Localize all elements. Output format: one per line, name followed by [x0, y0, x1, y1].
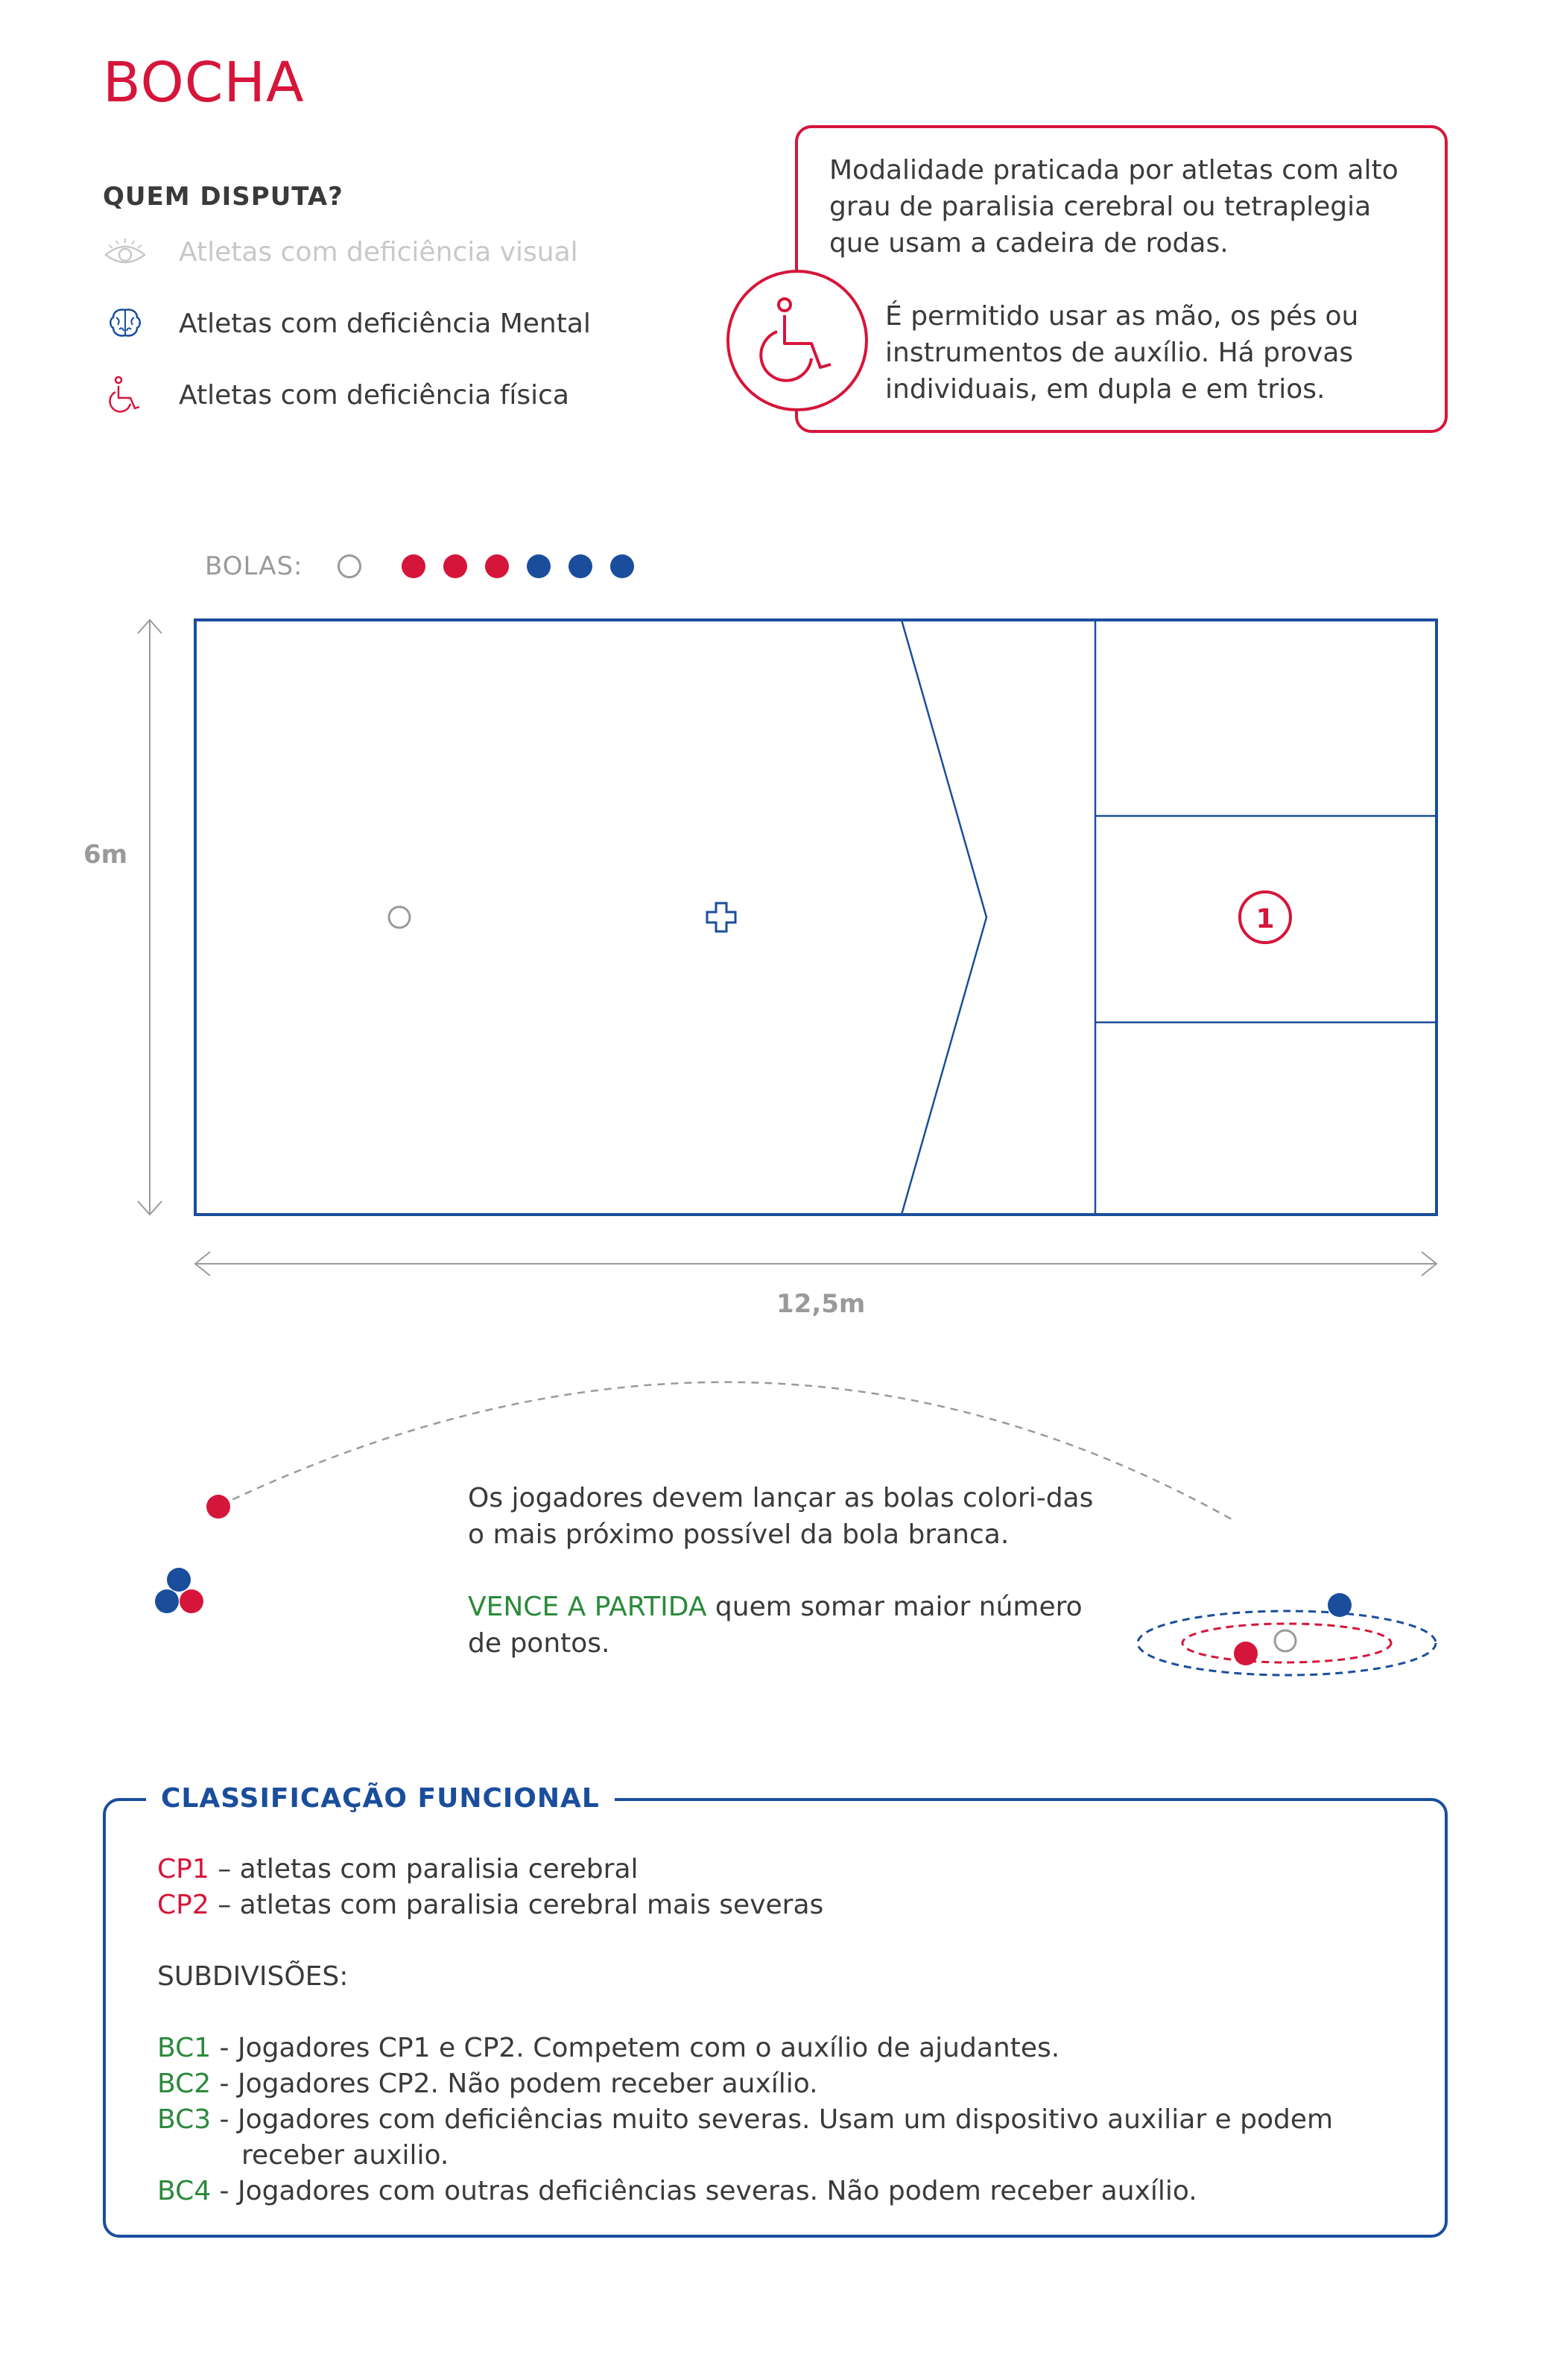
class-text: – atletas com paralisia cerebral [209, 1854, 639, 1884]
balls-label: BOLAS: [205, 551, 303, 581]
width-dimension [194, 1251, 1438, 1276]
who-heading: QUEM DISPUTA? [103, 182, 343, 212]
classification-box [103, 1798, 1448, 2238]
wheelchair-icon [759, 297, 832, 382]
wheelchair-icon [103, 373, 148, 417]
game-description: Os jogadores devem lançar as bolas color… [468, 1480, 1109, 1697]
game-rule: Os jogadores devem lançar as bolas color… [468, 1483, 1094, 1550]
subdivision-item: BC4 - Jogadores com outras deficiências … [157, 2174, 1424, 2209]
subdivision-text: - Jogadores com deficiências muito sever… [211, 2104, 1334, 2135]
v-line [900, 619, 988, 1215]
box-number-circle [1238, 890, 1292, 944]
red-ball [443, 554, 467, 578]
subdivision-text: - Jogadores com outras deficiências seve… [211, 2176, 1197, 2206]
width-label: 12,5m [776, 1289, 866, 1319]
subdivision-code: BC4 [157, 2176, 212, 2206]
white-ball [338, 554, 361, 578]
who-item-label: Atletas com deficiência física [179, 379, 569, 411]
red-ball [485, 554, 509, 578]
blue-ball [527, 554, 551, 578]
blue-ball [1328, 1593, 1352, 1617]
who-item-mental: Atletas com deficiência Mental [103, 301, 591, 346]
subdivision-code: BC2 [157, 2069, 212, 2099]
info-paragraph-1: Modalidade praticada por atletas com alt… [829, 155, 1399, 259]
win-rest: quem somar maior número de pontos. [468, 1592, 1083, 1659]
class-item: CP1 – atletas com paralisia cerebral [157, 1852, 1424, 1887]
subdivision-item: BC1 - Jogadores CP1 e CP2. Competem com … [157, 2031, 1424, 2066]
red-ball [1234, 1642, 1258, 1665]
balls-row [338, 554, 634, 578]
blue-ball [167, 1568, 191, 1592]
subdivision-text: - Jogadores CP2. Não podem receber auxíl… [211, 2069, 818, 2099]
game-illustration [155, 1381, 1437, 1677]
subdivision-continuation: receber auxilio. [241, 2140, 449, 2171]
subdivision-code: BC1 [157, 2033, 212, 2063]
classification-body: CP1 – atletas com paralisia cerebral CP2… [157, 1852, 1424, 2209]
white-ball [1273, 1629, 1297, 1653]
white-ball-mark [387, 905, 411, 929]
class-text: – atletas com paralisia cerebral mais se… [209, 1890, 824, 1920]
throw-trajectory [220, 1381, 1234, 1522]
who-item-label: Atletas com deficiência Mental [179, 308, 591, 339]
blue-ball [155, 1589, 179, 1613]
wheelchair-badge [726, 270, 868, 411]
info-paragraph-2: É permitido usar as mão, os pés ou instr… [885, 301, 1359, 405]
cross-mark [706, 902, 737, 933]
box-number: 1 [1255, 904, 1274, 934]
subdivision-item: BC3 - Jogadores com deficiências muito s… [157, 2102, 1424, 2138]
blue-ball [568, 554, 592, 578]
subdivision-code: BC3 [157, 2104, 212, 2135]
who-item-physical: Atletas com deficiência física [103, 373, 569, 417]
page-title: BOCHA [103, 51, 305, 115]
red-ball [180, 1589, 203, 1613]
classification-title: CLASSIFICAÇÃO FUNCIONAL [146, 1783, 615, 1814]
class-code: CP1 [157, 1854, 209, 1884]
win-highlight: VENCE A PARTIDA [468, 1592, 707, 1622]
brain-icon [103, 301, 148, 346]
red-ball [402, 554, 425, 578]
class-code: CP2 [157, 1890, 209, 1920]
court-outline [194, 618, 1438, 1216]
outer-distance-ring [1136, 1610, 1437, 1677]
court-diagram: 1 [137, 618, 1438, 1276]
subdivisions-label: SUBDIVISÕES: [157, 1961, 349, 1992]
thrown-red-ball [206, 1495, 230, 1519]
class-item: CP2 – atletas com paralisia cerebral mai… [157, 1887, 1424, 1923]
height-dimension [137, 618, 162, 1216]
who-item-visual: Atletas com deficiência visual [103, 230, 578, 274]
blue-ball [610, 554, 634, 578]
eye-icon [103, 230, 148, 274]
game-win: VENCE A PARTIDA quem somar maior número … [468, 1589, 1109, 1662]
who-item-label: Atletas com deficiência visual [179, 236, 578, 268]
height-label: 6m [83, 840, 128, 870]
subdivision-text: - Jogadores CP1 e CP2. Competem com o au… [211, 2033, 1060, 2063]
subdivision-item: BC2 - Jogadores CP2. Não podem receber a… [157, 2066, 1424, 2102]
inner-distance-ring [1181, 1622, 1393, 1664]
